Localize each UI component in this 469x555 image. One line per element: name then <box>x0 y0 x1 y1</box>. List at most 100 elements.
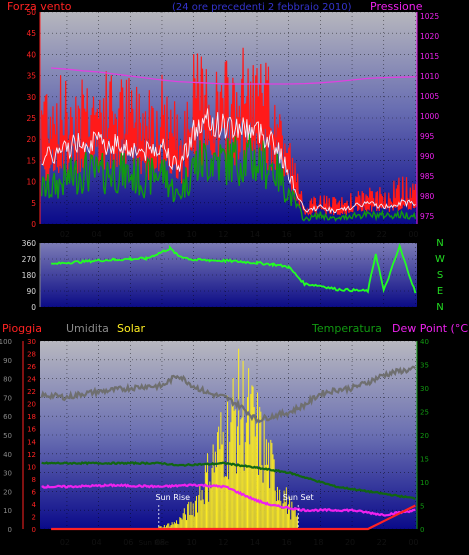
direction-line <box>50 242 417 294</box>
wind-tick-label: 0 <box>31 220 36 229</box>
x-tick-label: 20 <box>345 538 355 547</box>
humidity-tick-label: 80 <box>3 376 12 384</box>
temperature-tick-label: 30 <box>420 385 429 393</box>
x-tick-label: 08 <box>155 230 165 239</box>
pressure-tick-label: 1015 <box>420 52 439 61</box>
wind-subtitle: (24 ore precedenti 2 febbraio 2010) <box>172 2 352 13</box>
humidity-tick-label: 70 <box>3 394 12 402</box>
rain-tick-label: 24 <box>27 376 36 384</box>
x-tick-label: 18 <box>313 230 323 239</box>
humidity-tick-label: 90 <box>3 357 12 365</box>
temperature-tick-label: 10 <box>420 479 429 487</box>
humidity-tick-label: 50 <box>3 432 12 440</box>
rain-tick-label: 30 <box>27 338 36 346</box>
temperature-line <box>41 461 416 501</box>
pressure-right-ticks: 975 980 985 990 995 1000 1005 1010 1015 1020 1025 <box>420 12 439 221</box>
x-tick-label: 16 <box>282 230 292 239</box>
direction-series <box>50 242 417 294</box>
rain-tick-label: 28 <box>27 351 36 359</box>
wind-avg-line <box>41 108 416 214</box>
pressure-tick-label: 1020 <box>420 32 439 41</box>
humidity-tick-label: 100 <box>0 338 12 346</box>
rain-tick-label: 20 <box>27 401 36 409</box>
x-tick-label: 06 <box>123 230 133 239</box>
x-tick-label: 14 <box>250 538 260 547</box>
humidity-tick-label: 60 <box>3 413 12 421</box>
x-tick-label: 22 <box>377 230 387 239</box>
legend-temperature: Temperatura <box>311 322 382 335</box>
x-tick-label: 10 <box>187 230 197 239</box>
wind-tick-label: 45 <box>26 29 36 38</box>
x-tick-label: 14 <box>250 230 260 239</box>
weather-x-ticks: 02 04 06 08 10 12 14 16 18 20 22 00 <box>60 538 419 547</box>
pressure-tick-label: 990 <box>420 152 435 161</box>
x-tick-label: 02 <box>60 230 70 239</box>
temperature-tick-label: 25 <box>420 409 429 417</box>
x-tick-label: 06 <box>123 538 133 547</box>
rain-tick-label: 12 <box>27 451 36 459</box>
humidity-tick-label: 20 <box>3 488 12 496</box>
legend-solar: Solar <box>117 322 146 335</box>
temperature-tick-label: 40 <box>420 338 429 346</box>
wind-tick-label: 5 <box>31 199 36 208</box>
rain-tick-label: 22 <box>27 388 36 396</box>
legend-humidity: Umidita <box>66 322 109 335</box>
rain-tick-label: 4 <box>32 501 37 509</box>
rain-tick-label: 6 <box>32 488 37 496</box>
direction-tick-label: 180 <box>22 271 37 280</box>
sunset-label: Sun Set <box>283 493 314 502</box>
x-tick-label: 10 <box>187 538 197 547</box>
rain-tick-label: 18 <box>27 413 36 421</box>
wind-min-line <box>40 133 417 222</box>
direction-grid <box>40 242 417 308</box>
x-tick-label: 08 <box>155 538 165 547</box>
x-tick-label: 20 <box>345 230 355 239</box>
wind-x-ticks: 02 04 06 08 10 12 14 16 18 20 22 00 <box>60 230 419 239</box>
x-tick-label: 22 <box>377 538 387 547</box>
wind-tick-label: 15 <box>26 156 36 165</box>
rain-tick-label: 2 <box>32 513 36 521</box>
wind-title: Forza vento <box>7 0 72 13</box>
pressure-tick-label: 995 <box>420 132 435 141</box>
wind-tick-label: 35 <box>26 72 36 81</box>
humidity-tick-label: 30 <box>3 470 12 478</box>
rain-tick-label: 26 <box>27 363 36 371</box>
x-tick-label: 00 <box>408 538 418 547</box>
pressure-tick-label: 1000 <box>420 112 439 121</box>
compass-label: E <box>437 286 443 297</box>
direction-tick-label: 90 <box>26 287 36 296</box>
weather-series: Sun Rise Sun Set Sun Rise <box>40 348 417 547</box>
rain-tick-label: 14 <box>27 438 36 446</box>
pressure-tick-label: 985 <box>420 172 435 181</box>
pressure-tick-label: 980 <box>420 192 435 201</box>
legend-dewpoint: Dew Point (°C) <box>392 322 469 335</box>
pressure-axis-label: Pressione <box>370 0 423 13</box>
x-tick-label: 12 <box>218 538 228 547</box>
x-tick-label: 16 <box>282 538 292 547</box>
direction-tick-label: 360 <box>22 239 37 248</box>
x-tick-label: 00 <box>408 230 418 239</box>
temperature-tick-label: 20 <box>420 432 429 440</box>
x-tick-label: 12 <box>218 230 228 239</box>
pressure-line <box>51 67 416 85</box>
direction-tick-label: 0 <box>31 303 36 312</box>
temperature-tick-label: 5 <box>420 503 424 511</box>
compass-label: S <box>437 270 443 281</box>
wind-left-ticks: 0 5 10 15 20 25 30 35 40 45 50 <box>26 8 36 229</box>
rain-tick-label: 8 <box>32 476 36 484</box>
compass-label: N <box>436 238 443 249</box>
pressure-tick-label: 1010 <box>420 72 439 81</box>
x-tick-label: 04 <box>92 230 102 239</box>
temperature-tick-label: 35 <box>420 362 429 370</box>
humidity-line <box>40 365 417 424</box>
pressure-tick-label: 1005 <box>420 92 439 101</box>
temperature-tick-label: 15 <box>420 456 429 464</box>
wind-tick-label: 50 <box>26 8 36 17</box>
wind-tick-label: 10 <box>26 178 36 187</box>
sunrise-label: Sun Rise <box>155 493 190 502</box>
humidity-tick-label: 40 <box>3 451 12 459</box>
